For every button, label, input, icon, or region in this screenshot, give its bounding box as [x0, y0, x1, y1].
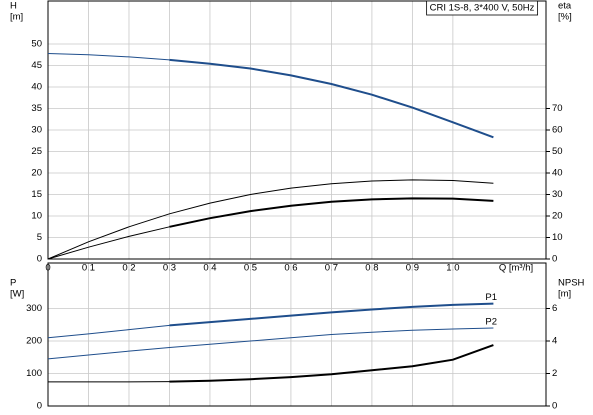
chart-title: CRI 1S-8, 3*400 V, 50Hz	[430, 3, 535, 14]
y-tick-label: 5	[37, 232, 42, 243]
y2-tick-label: 70	[552, 103, 563, 114]
y-tick-label: 35	[31, 103, 42, 114]
curve	[47, 324, 170, 339]
y2-tick-label: 30	[552, 189, 563, 200]
y-tick-label: 45	[31, 60, 42, 71]
y2-tick-label: 10	[552, 232, 563, 243]
y2-tick-label: 20	[552, 211, 563, 222]
y2-axis-label: [%]	[558, 12, 572, 23]
y-tick-label: 200	[26, 336, 42, 347]
y-axis-label: [W]	[10, 289, 24, 300]
y2-tick-label: 40	[552, 168, 563, 179]
plot-frame	[47, 262, 547, 407]
x-axis-label: Q [m³/h]	[499, 263, 533, 274]
y2-tick-label: 2	[552, 368, 557, 379]
y-tick-label: 40	[31, 82, 42, 93]
y2-tick-label: 6	[552, 303, 557, 314]
curve	[169, 58, 494, 139]
y2-axis-label: NPSH	[558, 278, 585, 289]
curve	[169, 302, 494, 327]
y2-axis-label: eta	[558, 1, 572, 12]
y-tick-label: 30	[31, 125, 42, 136]
curve	[47, 53, 170, 61]
curve	[47, 226, 170, 260]
y2-tick-label: 50	[552, 146, 563, 157]
y-tick-label: 0	[37, 254, 42, 265]
y-tick-label: 10	[31, 211, 42, 222]
y-tick-label: 100	[26, 368, 42, 379]
y2-tick-label: 0	[552, 401, 557, 412]
y-tick-label: 0	[37, 401, 42, 412]
y-tick-label: 300	[26, 303, 42, 314]
curve	[169, 344, 494, 383]
y-tick-label: 50	[31, 39, 42, 50]
title-box	[426, 0, 539, 16]
y-tick-label: 15	[31, 189, 42, 200]
y-axis-label: P	[10, 278, 16, 289]
curve-label: P1	[485, 292, 497, 303]
y-axis-label: H	[10, 1, 17, 12]
y-axis-label: [m]	[10, 12, 23, 23]
y2-tick-label: 0	[552, 254, 557, 265]
y-tick-label: 25	[31, 146, 42, 157]
y2-tick-label: 60	[552, 125, 563, 136]
curve	[47, 179, 494, 260]
curve	[169, 197, 494, 228]
plot-frame	[47, 0, 547, 260]
curve-label: P2	[485, 317, 497, 328]
y-tick-label: 20	[31, 168, 42, 179]
curve	[47, 327, 494, 360]
y2-axis-label: [m]	[558, 289, 571, 300]
y2-tick-label: 4	[552, 336, 557, 347]
